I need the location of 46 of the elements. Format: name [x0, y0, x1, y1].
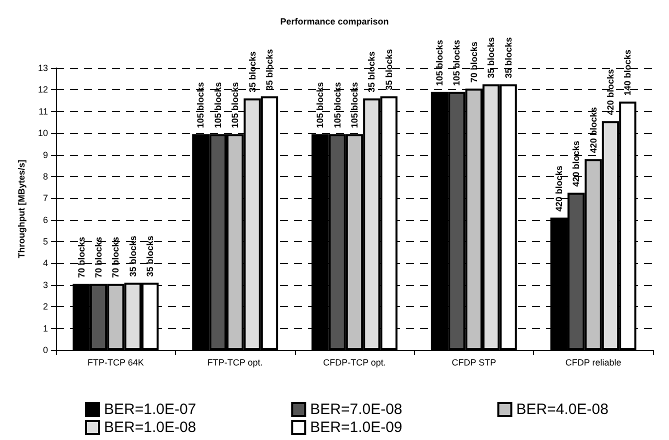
legend-label: BER=4.0E-08 — [516, 401, 608, 418]
y-axis-title: Throughput [MBytes/s] — [16, 160, 26, 258]
y-tick-label: 7 — [42, 193, 48, 204]
y-tick-label: 1 — [42, 323, 48, 334]
legend-label: BER=1.0E-08 — [104, 419, 196, 436]
x-tick-label: CFDP-TCP opt. — [323, 358, 386, 368]
annotation: 105 blocks — [315, 82, 326, 128]
y-tick-label: 0 — [42, 345, 48, 355]
annotation: 35 blocks — [384, 49, 394, 90]
annotation: 105 blocks — [230, 82, 240, 128]
annotation: 420 blocks — [571, 140, 582, 187]
annotation: 420 blocks — [588, 107, 598, 154]
annotation: 140 blocks — [622, 50, 633, 96]
annotation: 35 blocks — [145, 236, 156, 277]
y-tick-label: 3 — [42, 280, 48, 290]
legend-label: BER=1.0E-07 — [104, 401, 196, 418]
annotation: 70 blocks — [76, 236, 86, 278]
annotation: 420 blocks — [554, 166, 564, 212]
annotation: 105 blocks — [434, 40, 445, 86]
legend-label: BER=1.0E-09 — [310, 419, 402, 436]
annotation: 35 blocks — [486, 37, 496, 78]
annotation: 35 blocks — [128, 236, 138, 277]
y-tick-label: 8 — [42, 171, 48, 182]
y-tick-label: 2 — [42, 302, 48, 312]
annotation: 70 blocks — [468, 42, 479, 83]
y-tick-label: 9 — [42, 150, 48, 160]
annotation: 35 blocks — [503, 37, 514, 78]
y-tick-label: 5 — [42, 236, 48, 247]
annotation: 105 blocks — [452, 40, 462, 86]
y-tick-label: 13 — [38, 63, 48, 73]
annotation: 70 blocks — [94, 236, 104, 278]
annotation: 105 blocks — [196, 82, 206, 128]
x-tick-label: FTP-TCP 64K — [88, 358, 144, 368]
annotation: 105 blocks — [212, 82, 223, 128]
x-tick-label: CFDP STP — [452, 358, 496, 368]
annotation: 105 blocks — [350, 82, 360, 128]
x-tick-label: FTP-TCP opt. — [207, 358, 263, 368]
x-tick-label: CFDP reliable — [565, 358, 622, 368]
y-tick-label: 12 — [38, 84, 48, 95]
y-tick-label: 10 — [38, 128, 48, 138]
y-tick-label: 11 — [38, 106, 48, 116]
annotation: 105 blocks — [332, 82, 342, 128]
y-tick-label: 6 — [42, 214, 48, 225]
y-tick-label: 4 — [42, 258, 48, 268]
chart-title: Performance comparison — [280, 16, 389, 26]
legend-label: BER=7.0E-08 — [310, 401, 402, 418]
